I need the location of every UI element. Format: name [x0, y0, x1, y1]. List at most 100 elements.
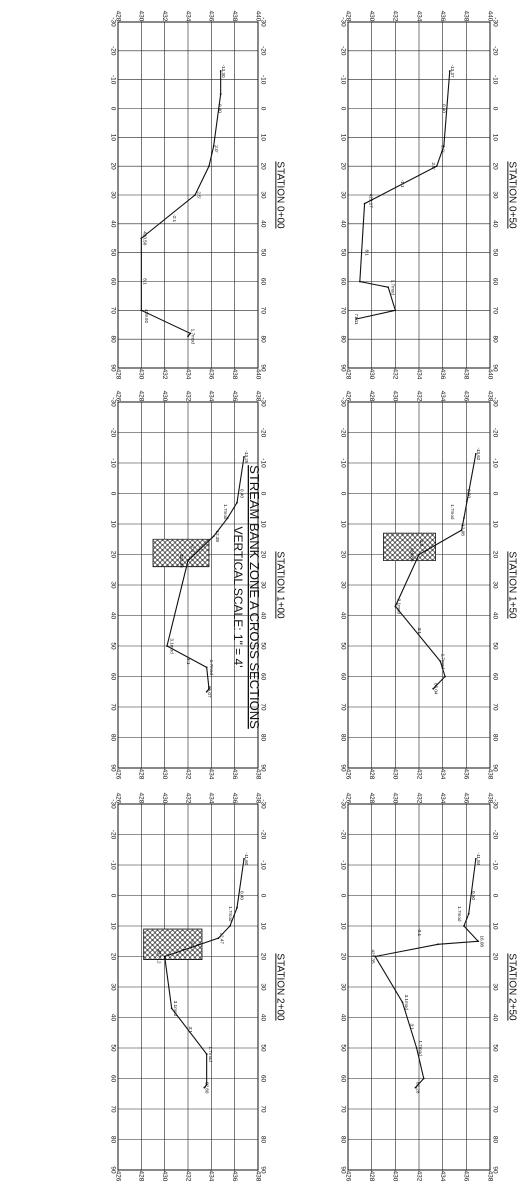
- x-tick-label: 30: [339, 983, 346, 991]
- station-title: STATION 1+50: [506, 551, 517, 619]
- y-tick-label: 436: [208, 369, 215, 380]
- y-tick-label: 432: [161, 369, 168, 380]
- x-tick-label: 0: [491, 107, 498, 111]
- annotation-label: 0.40: [217, 104, 222, 113]
- y-tick-label: 430: [368, 369, 375, 380]
- y-tick-label: 432: [392, 369, 399, 380]
- x-tick-label: 30: [259, 983, 266, 991]
- x-tick-label: 10: [339, 922, 346, 930]
- profile-vertex: [205, 690, 208, 693]
- profile-vertex: [229, 925, 231, 927]
- y-tick-label: 440: [486, 369, 493, 380]
- y-tick-label: 426: [344, 793, 351, 804]
- y-tick-label: 434: [208, 793, 215, 804]
- x-tick-label: 10: [491, 922, 498, 930]
- x-tick-label: -30: [491, 799, 498, 809]
- annotation-label: 1.7mod: [223, 504, 228, 520]
- station-title: STATION 2+00: [274, 953, 285, 1021]
- x-tick-label: 50: [259, 642, 266, 650]
- x-tick-label: -20: [339, 428, 346, 438]
- x-tick-label: 70: [259, 1105, 266, 1113]
- y-tick-label: 430: [161, 391, 168, 402]
- profile-vertex: [166, 645, 168, 647]
- x-tick-label: 70: [109, 307, 116, 315]
- x-tick-label: 30: [491, 191, 498, 199]
- annotation-label: -13.62: [476, 447, 481, 460]
- profile-vertex: [432, 687, 435, 690]
- x-tick-label: 80: [259, 1136, 266, 1144]
- ground-profile: [140, 71, 222, 337]
- x-tick-label: 0: [109, 492, 116, 496]
- x-tick-label: 10: [109, 134, 116, 142]
- y-tick-label: 434: [184, 369, 191, 380]
- y-tick-label: 432: [184, 769, 191, 780]
- x-tick-label: 70: [259, 307, 266, 315]
- annotation-label: 1.7mod: [228, 906, 233, 922]
- x-tick-label: 70: [491, 307, 498, 315]
- profile-vertex: [187, 559, 189, 562]
- x-tick-label: 90: [109, 364, 116, 372]
- y-tick-label: 440: [254, 369, 261, 380]
- x-tick-label: 40: [109, 1014, 116, 1022]
- y-tick-label: 432: [415, 1171, 422, 1182]
- annotation-label: 3.1mod: [169, 638, 174, 654]
- y-tick-label: 432: [184, 391, 191, 402]
- annotation-label: 1.7mod: [391, 280, 396, 296]
- x-tick-label: 40: [259, 220, 266, 228]
- annotation-label: 3:1: [186, 658, 191, 665]
- y-tick-label: 428: [138, 1171, 145, 1182]
- x-tick-label: 80: [259, 734, 266, 742]
- y-tick-label: 436: [439, 11, 446, 22]
- x-tick-label: 0: [259, 492, 266, 496]
- y-tick-label: 432: [415, 769, 422, 780]
- x-tick-label: 80: [109, 1136, 116, 1144]
- profile-vertex: [460, 529, 463, 531]
- y-tick-label: 434: [208, 391, 215, 402]
- x-tick-label: 10: [339, 134, 346, 142]
- profile-vertex: [474, 858, 477, 860]
- grid: [117, 803, 259, 1171]
- y-tick-label: 432: [392, 11, 399, 22]
- annotation-label: 8:1: [143, 278, 148, 285]
- y-tick-label: 430: [392, 793, 399, 804]
- annotation-label: -11.84: [476, 853, 481, 866]
- x-tick-label: 70: [339, 1105, 346, 1113]
- x-tick-label: 20: [109, 953, 116, 961]
- x-tick-label: -10: [259, 458, 266, 468]
- y-tick-label: 436: [463, 1171, 470, 1182]
- y-tick-label: 438: [231, 11, 238, 22]
- y-tick-label: 428: [368, 1171, 375, 1182]
- annotation-label: 429.17: [368, 194, 373, 208]
- annotation-label: 12.47: [220, 932, 225, 944]
- x-tick-label: -30: [109, 397, 116, 407]
- annotation-label: -2:1: [172, 214, 177, 222]
- annotation-label: 429.92: [144, 309, 149, 323]
- x-tick-label: 90: [339, 764, 346, 772]
- x-tick-label: -20: [339, 46, 346, 56]
- x-tick-label: 0: [339, 894, 346, 898]
- x-tick-label: -20: [259, 428, 266, 438]
- x-tick-label: -10: [109, 860, 116, 870]
- panel-sta-1-00: -30 -30 -20 -20 -10 -10 0 0 10 10 20 20 30 30 40 40 50 50…: [109, 391, 285, 780]
- y-tick-label: 436: [231, 769, 238, 780]
- annotation-label: 66.04: [433, 683, 438, 695]
- y-tick-label: 434: [208, 769, 215, 780]
- x-tick-label: 60: [491, 673, 498, 681]
- x-tick-label: -30: [491, 17, 498, 27]
- annotation-label: 428.35: [371, 949, 376, 963]
- profile-vertex: [463, 925, 465, 927]
- grid: [347, 803, 491, 1171]
- profile-vertex: [208, 165, 210, 168]
- ground-profile: [356, 70, 451, 320]
- x-tick-label: 60: [339, 673, 346, 681]
- y-tick-label: 430: [161, 769, 168, 780]
- grid: [117, 21, 259, 369]
- x-tick-label: 40: [259, 612, 266, 620]
- x-tick-label: 80: [491, 1136, 498, 1144]
- y-tick-label: 438: [254, 769, 261, 780]
- x-tick-label: 0: [259, 107, 266, 111]
- x-tick-label: -30: [109, 799, 116, 809]
- x-tick-label: 90: [491, 1166, 498, 1174]
- y-tick-label: 434: [415, 369, 422, 380]
- grid: [347, 401, 491, 769]
